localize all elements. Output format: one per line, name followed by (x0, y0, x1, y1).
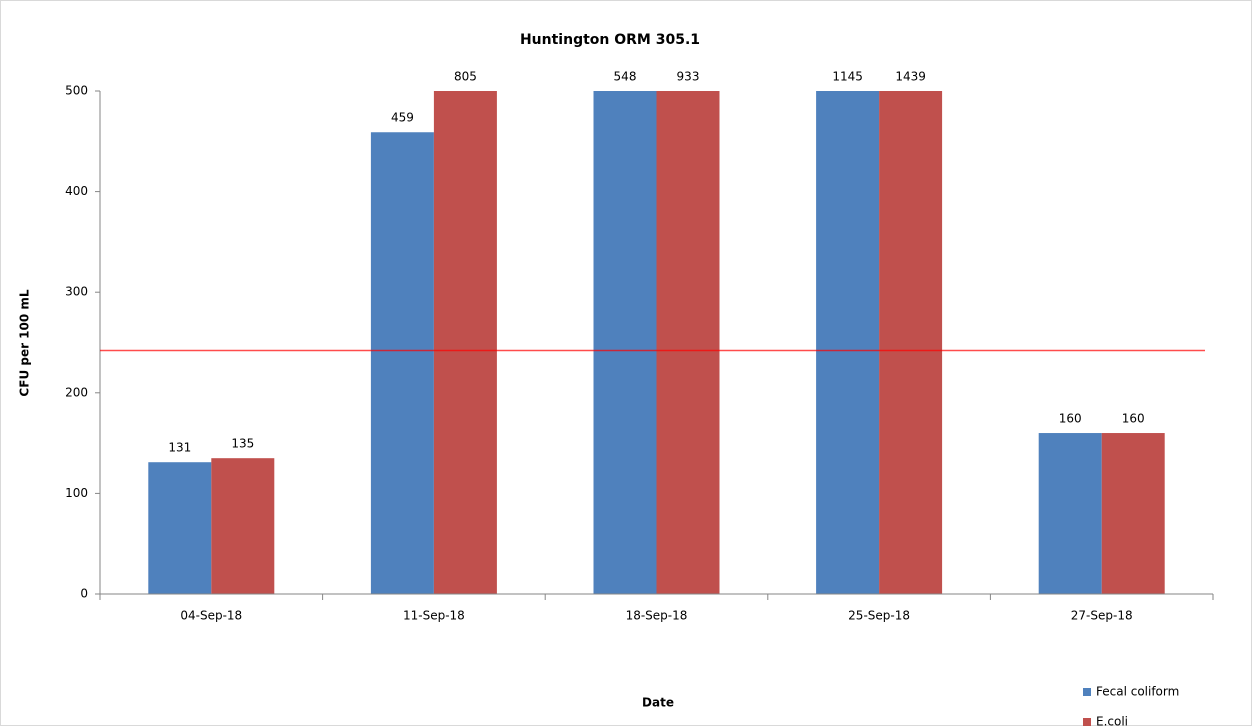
data-label: 1145 (832, 70, 863, 84)
x-axis-title: Date (642, 696, 674, 710)
x-tick-label: 11-Sep-18 (403, 609, 465, 623)
legend-label: Fecal coliform (1096, 685, 1179, 699)
data-label: 1439 (895, 70, 926, 84)
x-tick-label: 18-Sep-18 (626, 609, 688, 623)
bar (433, 91, 497, 594)
bar (879, 91, 943, 594)
bar (1038, 433, 1102, 594)
x-tick-label: 04-Sep-18 (180, 609, 242, 623)
bar (816, 91, 880, 594)
x-tick-label: 27-Sep-18 (1071, 609, 1133, 623)
x-tick-label: 25-Sep-18 (848, 609, 910, 623)
data-label: 933 (677, 70, 700, 84)
legend-label: E.coli (1096, 715, 1128, 726)
bar (1101, 433, 1165, 594)
y-tick-label: 0 (80, 587, 88, 601)
y-tick-label: 100 (65, 486, 88, 500)
y-tick-label: 200 (65, 385, 88, 399)
bar (370, 132, 434, 594)
data-label: 548 (614, 70, 637, 84)
bar (656, 91, 720, 594)
bar (148, 462, 212, 594)
y-tick-label: 300 (65, 285, 88, 299)
y-tick-label: 500 (65, 84, 88, 98)
y-tick-label: 400 (65, 184, 88, 198)
data-label: 160 (1122, 412, 1145, 426)
bar (211, 458, 275, 594)
data-label: 459 (391, 111, 414, 125)
plot-area (148, 91, 1165, 594)
y-axis-title: CFU per 100 mL (18, 289, 32, 396)
legend-swatch (1083, 688, 1091, 696)
bar (593, 91, 657, 594)
data-label: 135 (231, 437, 254, 451)
chart-title: Huntington ORM 305.1 (520, 32, 700, 48)
legend-swatch (1083, 718, 1091, 726)
data-label: 160 (1059, 412, 1082, 426)
data-label: 805 (454, 70, 477, 84)
data-label: 131 (168, 441, 191, 455)
